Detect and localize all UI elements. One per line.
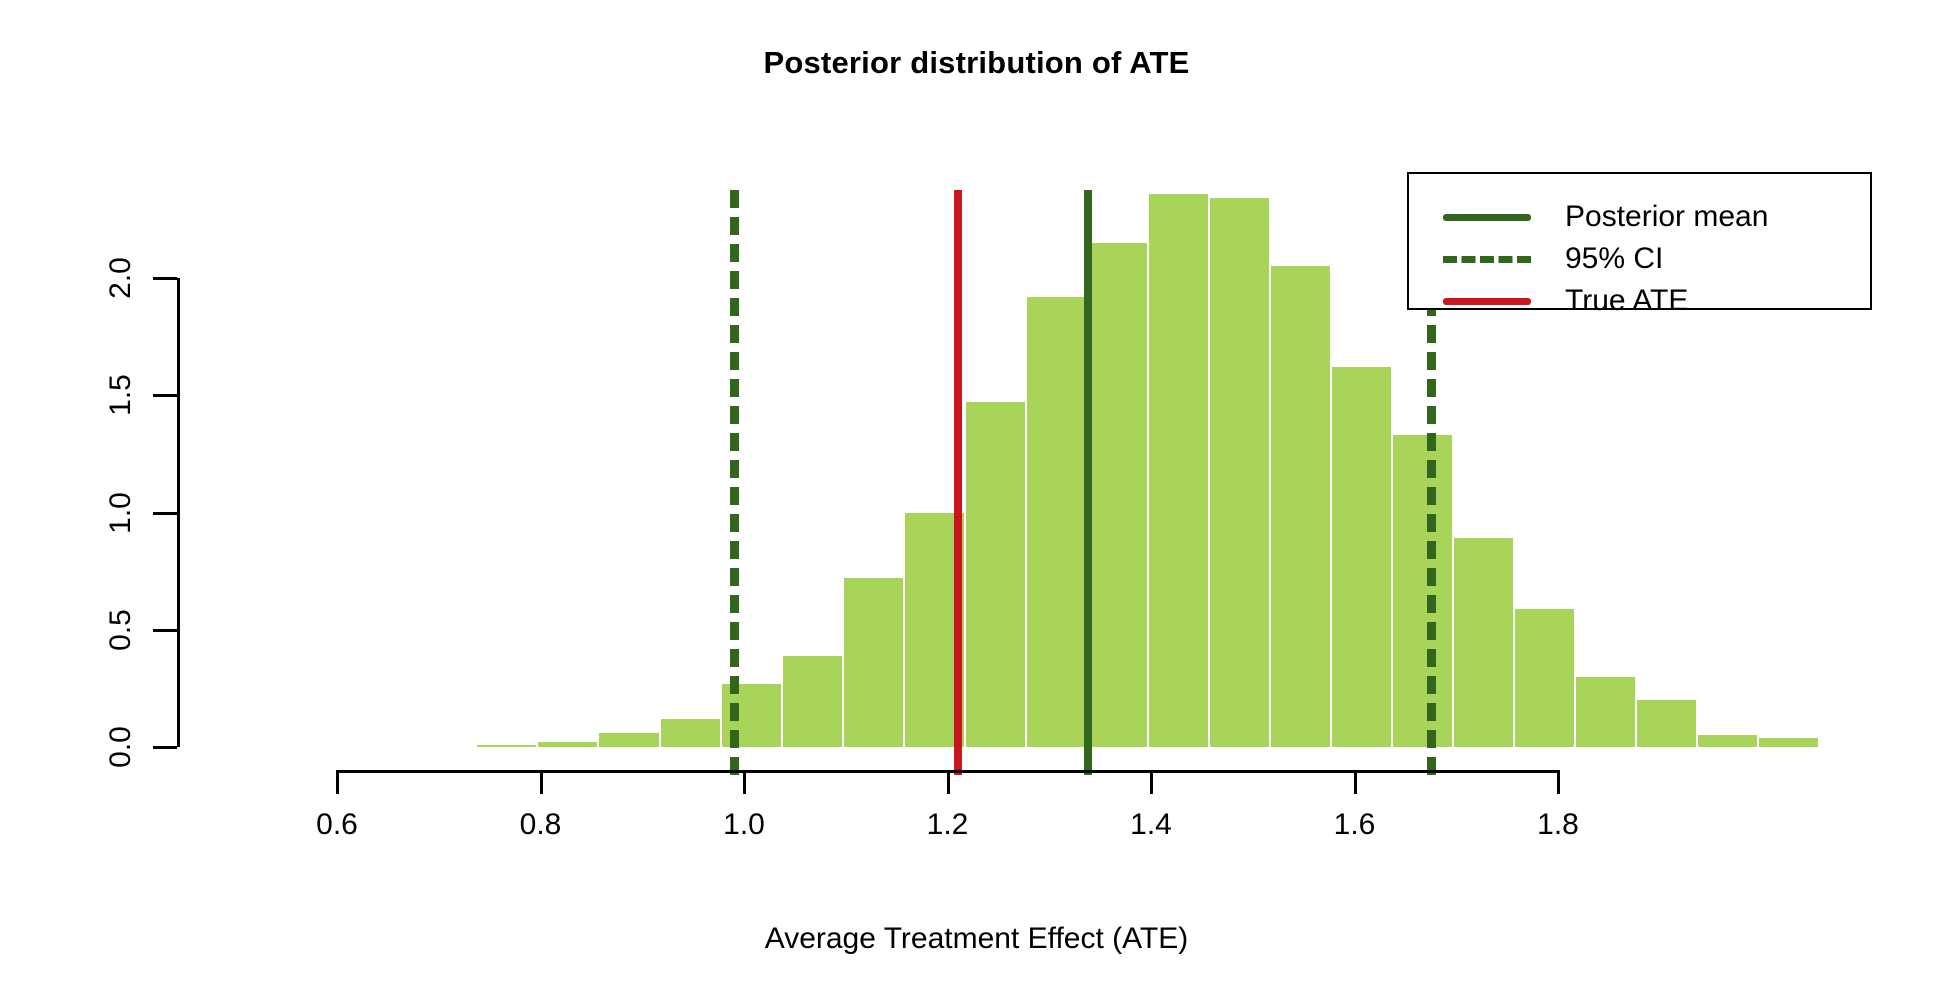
legend-item: 95% CI (1443, 238, 1663, 280)
x-tick (1150, 770, 1153, 794)
histogram-bar (1209, 198, 1270, 747)
x-tick (336, 770, 339, 794)
x-tick (1557, 770, 1560, 794)
x-tick-label: 1.8 (1537, 808, 1579, 841)
y-tick-label: 0.5 (104, 608, 137, 651)
histogram-bar (1576, 676, 1636, 747)
histogram-bar (1454, 538, 1514, 747)
legend-label: Posterior mean (1565, 200, 1769, 233)
x-axis-title: Average Treatment Effect (ATE) (764, 922, 1189, 955)
x-tick-label: 1.2 (926, 808, 969, 841)
histogram-bar (782, 655, 842, 747)
y-tick-label: 0.0 (104, 726, 137, 768)
x-tick-label: 0.8 (519, 808, 562, 841)
y-tick (153, 746, 177, 749)
histogram-bar (1393, 435, 1453, 747)
y-tick-label: 1.0 (104, 491, 137, 534)
histogram-bar (1515, 608, 1575, 747)
x-tick-label: 1.4 (1130, 808, 1172, 841)
histogram-bar (538, 742, 598, 747)
y-axis-line (177, 278, 180, 747)
histogram-bar (599, 732, 659, 747)
true-ate-line (953, 190, 962, 775)
posterior-mean-line (1083, 190, 1092, 775)
y-tick (153, 511, 177, 515)
histogram-bar (1026, 296, 1086, 747)
histogram-bar (660, 718, 720, 747)
legend-label: True ATE (1565, 284, 1689, 317)
histogram-bar (1271, 266, 1331, 747)
x-tick-label: 0.6 (316, 808, 358, 841)
legend-item: Posterior mean (1443, 196, 1768, 238)
histogram-bar (1698, 735, 1758, 747)
x-tick (539, 770, 543, 794)
y-tick (153, 628, 177, 632)
ci-upper-line (1426, 190, 1436, 775)
legend (1407, 172, 1872, 310)
legend-key-dashed-line-icon (1443, 255, 1531, 263)
histogram-bar (1087, 242, 1147, 747)
x-tick-label: 1.0 (723, 808, 765, 841)
page-title: Posterior distribution of ATE (763, 45, 1190, 80)
legend-key-solid-line-icon (1443, 297, 1531, 305)
x-tick (946, 770, 950, 794)
histogram-bar (1759, 737, 1819, 747)
histogram-bar (477, 744, 537, 747)
histogram-bar (1332, 367, 1392, 747)
histogram-bar (1148, 193, 1208, 747)
histogram-bar (843, 578, 903, 747)
x-tick (1353, 770, 1357, 794)
ci-lower-line (729, 190, 739, 775)
x-tick (743, 770, 746, 794)
legend-item: True ATE (1443, 280, 1688, 322)
y-tick-label: 1.5 (104, 374, 137, 417)
x-tick-label: 1.6 (1333, 808, 1376, 841)
y-tick-label: 2.0 (104, 257, 137, 299)
histogram-bar (1637, 700, 1697, 747)
legend-key-solid-line-icon (1443, 213, 1531, 221)
histogram-bar (965, 402, 1025, 747)
y-tick (153, 394, 177, 398)
legend-label: 95% CI (1565, 242, 1664, 275)
y-tick (153, 277, 177, 280)
